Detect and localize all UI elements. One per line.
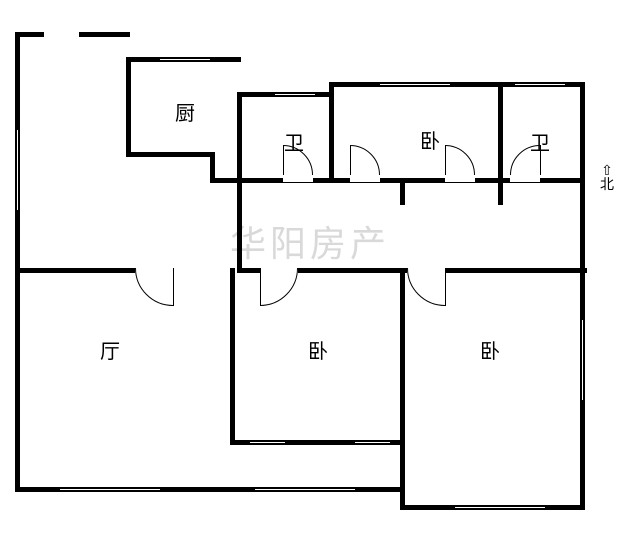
label-living: 厅 xyxy=(100,335,120,364)
wall-segment xyxy=(580,82,585,182)
window-marker xyxy=(355,441,390,444)
window-marker xyxy=(255,488,355,491)
window-marker xyxy=(581,320,584,400)
door-leaf xyxy=(445,145,446,175)
wall-segment xyxy=(126,57,131,157)
label-bedroom-mid: 卧 xyxy=(308,335,328,364)
wall-segment xyxy=(498,183,503,205)
window-marker xyxy=(380,83,450,86)
wall-segment xyxy=(400,440,405,510)
wall-segment xyxy=(237,92,242,182)
wall-segment xyxy=(210,152,215,182)
door-leaf xyxy=(445,268,446,306)
wall-segment xyxy=(230,268,235,443)
label-bath2: 卫 xyxy=(530,127,550,156)
window-marker xyxy=(160,58,210,61)
compass-label: 北 xyxy=(600,179,614,193)
wall-segment xyxy=(15,32,45,37)
label-bedroom-right: 卧 xyxy=(480,335,500,364)
wall-segment xyxy=(15,32,20,492)
door-leaf xyxy=(260,268,261,306)
compass-arrow: ⇧ xyxy=(600,165,614,179)
wall-segment xyxy=(400,268,405,443)
window-marker xyxy=(275,93,315,96)
door-leaf xyxy=(350,145,351,175)
wall-segment xyxy=(237,178,242,273)
wall-segment xyxy=(78,32,130,37)
wall-segment xyxy=(329,82,334,182)
label-kitchen: 厨 xyxy=(175,97,195,126)
door-gap xyxy=(350,175,380,182)
door-leaf xyxy=(173,268,174,306)
label-bath1: 卫 xyxy=(284,127,304,156)
door-opening xyxy=(44,30,79,38)
door-gap xyxy=(510,175,540,182)
window-marker xyxy=(515,83,565,86)
wall-segment xyxy=(126,152,211,157)
window-marker xyxy=(60,488,160,491)
label-bedroom-top: 卧 xyxy=(420,125,440,154)
window-marker xyxy=(16,130,19,210)
floor-plan-canvas: 华阳房产 厨 卫 卧 卫 厅 卧 卧 ⇧ 北 xyxy=(0,0,637,542)
wall-segment xyxy=(400,183,405,205)
door-gap xyxy=(283,175,313,182)
window-marker xyxy=(250,441,285,444)
door-gap xyxy=(445,175,475,182)
compass-indicator: ⇧ 北 xyxy=(600,165,614,193)
watermark: 华阳房产 xyxy=(230,215,390,267)
window-marker xyxy=(455,506,545,509)
wall-segment xyxy=(15,268,145,273)
wall-segment xyxy=(498,82,503,182)
